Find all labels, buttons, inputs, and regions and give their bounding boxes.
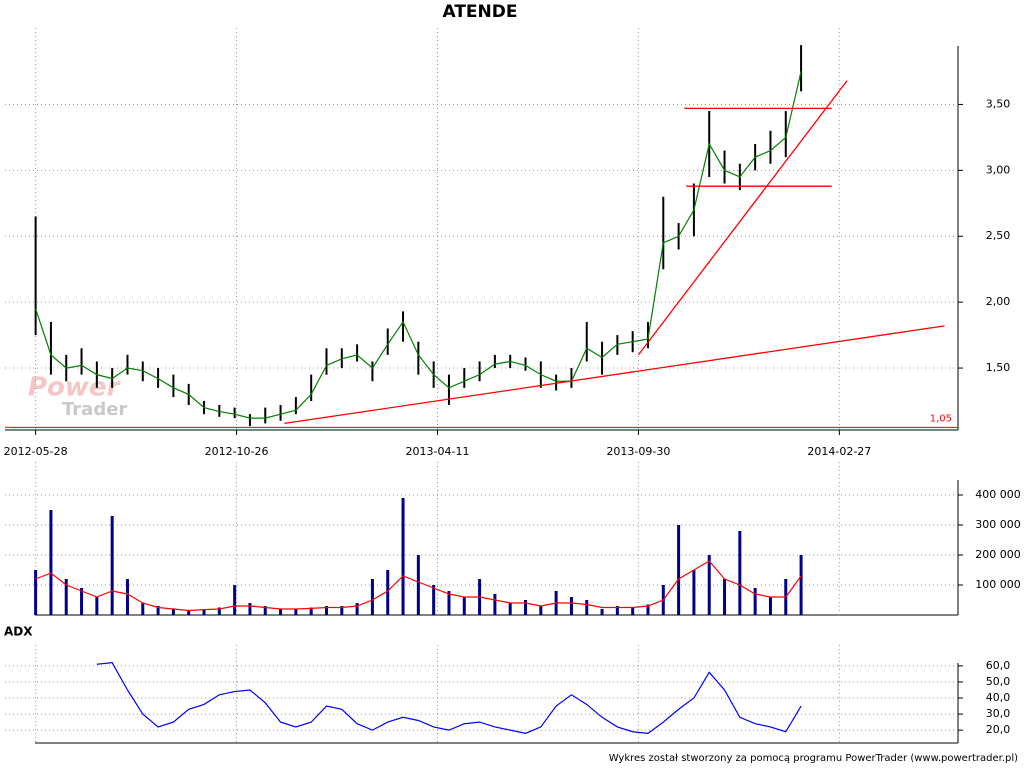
volume-bar xyxy=(202,609,206,615)
y-tick-label: 20,0 xyxy=(986,723,1011,736)
volume-bar xyxy=(493,594,497,615)
trend-line xyxy=(284,325,945,425)
volume-bar xyxy=(80,588,84,615)
y-tick-label: 3,00 xyxy=(986,163,1011,176)
volume-bar xyxy=(569,597,573,615)
volume-bar xyxy=(171,609,175,615)
volume-bar xyxy=(110,516,114,615)
support-label: 1,05 xyxy=(930,413,952,424)
x-tick-label: 2014-02-27 xyxy=(807,445,871,458)
volume-average xyxy=(35,560,802,612)
volume-bar xyxy=(600,609,604,615)
y-tick-label: 60,0 xyxy=(986,659,1011,672)
footer: Wykres został stworzony za pomocą progra… xyxy=(609,753,1018,764)
volume-bar xyxy=(615,606,619,615)
x-tick-label: 2013-04-11 xyxy=(406,445,470,458)
volume-bar xyxy=(141,603,145,615)
volume-bar xyxy=(524,600,528,615)
volume-bar xyxy=(355,603,359,615)
volume-bar xyxy=(125,579,129,615)
y-tick-label: 100 000 xyxy=(975,578,1021,591)
y-tick-label: 40,0 xyxy=(986,691,1011,704)
x-tick-label: 2012-05-28 xyxy=(4,445,68,458)
volume-bar xyxy=(631,607,635,615)
volume-bar xyxy=(585,600,589,615)
trend-line xyxy=(637,80,848,356)
volume-bar xyxy=(692,570,696,615)
volume-bar xyxy=(248,603,252,615)
y-tick-label: 3,50 xyxy=(986,97,1011,110)
y-tick-label: 200 000 xyxy=(975,548,1021,561)
y-tick-label: 400 000 xyxy=(975,488,1021,501)
watermark: Trader xyxy=(62,399,127,420)
volume-bar xyxy=(677,525,681,615)
volume-bar xyxy=(539,606,543,615)
volume-bar xyxy=(768,597,772,615)
volume-bar xyxy=(233,585,237,615)
y-tick-label: 30,0 xyxy=(986,707,1011,720)
x-tick-label: 2013-09-30 xyxy=(606,445,670,458)
volume-bar xyxy=(508,603,512,615)
volume-bar xyxy=(187,610,191,615)
volume-bar xyxy=(279,609,283,615)
volume-bar xyxy=(707,555,711,615)
volume-bar xyxy=(738,531,742,615)
moving-average xyxy=(35,71,802,419)
volume-bar xyxy=(416,555,420,615)
volume-bar xyxy=(64,579,68,615)
volume-bar xyxy=(386,570,390,615)
volume-bar xyxy=(340,606,344,615)
volume-bar xyxy=(95,597,99,615)
volume-bar xyxy=(156,606,160,615)
volume-bar xyxy=(462,597,466,615)
volume-bar xyxy=(34,570,38,615)
y-tick-label: 300 000 xyxy=(975,518,1021,531)
y-tick-label: 50,0 xyxy=(986,675,1011,688)
volume-bar xyxy=(447,591,451,615)
volume-bar xyxy=(294,609,298,615)
chart-title: ATENDE xyxy=(443,2,518,22)
y-tick-label: 2,50 xyxy=(986,229,1011,242)
volume-bar xyxy=(432,585,436,615)
volume-bar xyxy=(723,579,727,615)
volume-bar xyxy=(324,606,328,615)
volume-bar xyxy=(799,555,803,615)
volume-bar xyxy=(401,498,405,615)
volume-bar xyxy=(49,510,53,615)
y-tick-label: 1,50 xyxy=(986,361,1011,374)
y-tick-label: 2,00 xyxy=(986,295,1011,308)
volume-bar xyxy=(263,606,267,615)
panel-title: ADX xyxy=(4,625,33,639)
volume-bar xyxy=(217,607,221,615)
x-tick-label: 2012-10-26 xyxy=(205,445,269,458)
volume-bar xyxy=(309,607,313,615)
volume-bar xyxy=(646,604,650,615)
volume-bar xyxy=(370,579,374,615)
adx-line xyxy=(96,662,802,734)
volume-bar xyxy=(753,588,757,615)
